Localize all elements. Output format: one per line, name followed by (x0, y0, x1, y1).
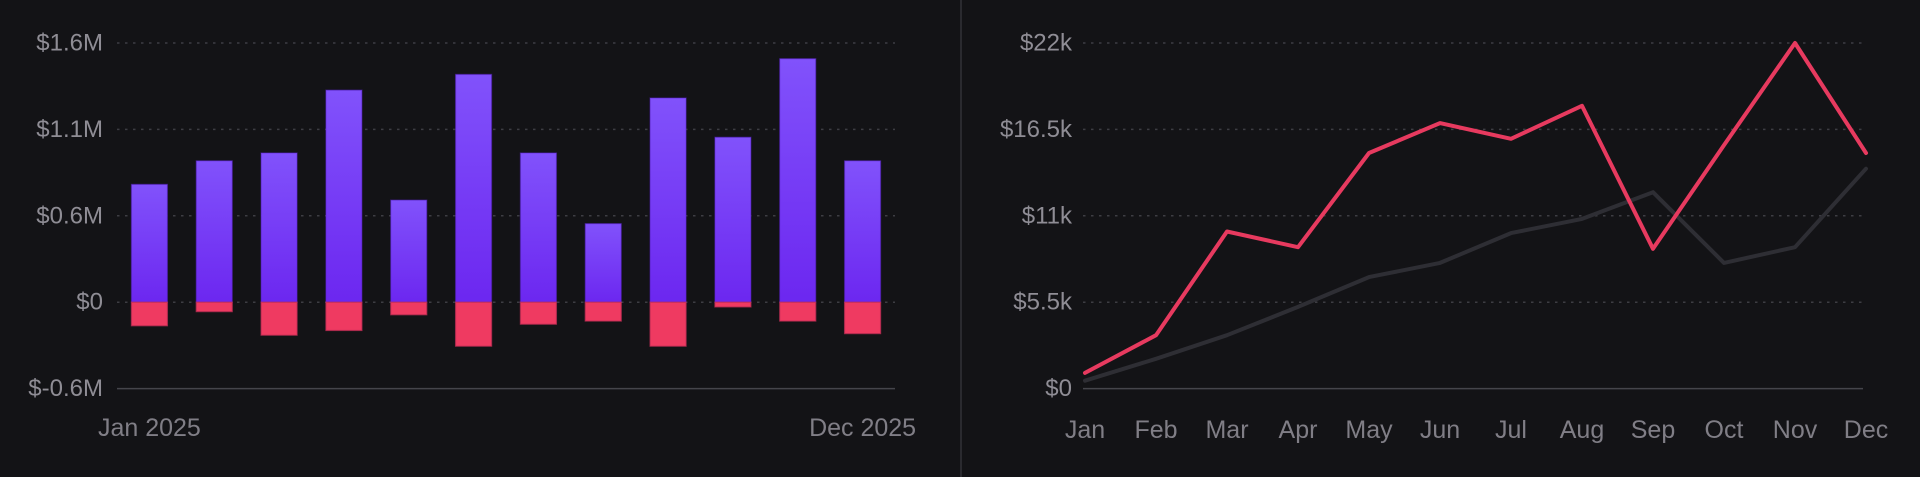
y-axis-label: $5.5k (1013, 289, 1073, 316)
bar-negative-feb-2025[interactable] (195, 301, 233, 313)
y-axis-label: $22k (1020, 30, 1073, 57)
bar-negative-jul-2025[interactable] (519, 301, 558, 325)
bar-positive-jan-2025[interactable] (130, 183, 169, 303)
bar-negative-oct-2025[interactable] (714, 301, 752, 308)
monthly-revenue-bar-chart[interactable]: $1.6M $1.1M $0.6M $0 $-0.6M Jan 2025 Dec 2025 (0, 0, 960, 477)
bar-negative-dec-2025[interactable] (843, 301, 882, 335)
bar-positive-jul-2025[interactable] (519, 152, 558, 303)
bar-chart-panel: $1.6M $1.1M $0.6M $0 $-0.6M Jan 2025 Dec 2025 (0, 0, 960, 477)
line-chart-panel: $22k $16.5k $11k $5.5k $0 Jan Feb Mar Apr May Jun J… (960, 0, 1920, 477)
monthly-trend-line-chart[interactable]: $22k $16.5k $11k $5.5k $0 Jan Feb Mar Apr May Jun J… (960, 0, 1920, 477)
bar-negative-mar-2025[interactable] (260, 301, 298, 336)
y-axis-label: $0.6M (36, 202, 103, 229)
line-series-red-line[interactable] (1083, 41, 1868, 375)
x-axis-label: Sep (1631, 416, 1675, 444)
x-axis-label: Jan 2025 (98, 414, 201, 442)
bar-negative-apr-2025[interactable] (325, 301, 363, 332)
bar-positive-aug-2025[interactable] (584, 223, 622, 303)
x-axis-label: May (1345, 416, 1393, 444)
bar-positive-dec-2025[interactable] (843, 160, 882, 303)
x-axis-label: Jun (1420, 416, 1460, 444)
bar-negative-jan-2025[interactable] (130, 301, 169, 327)
bar-positive-may-2025[interactable] (390, 199, 428, 303)
bar-positive-jun-2025[interactable] (454, 73, 493, 303)
x-axis-label: Dec 2025 (809, 414, 916, 442)
x-axis-label: Dec (1844, 416, 1888, 444)
bar-positive-nov-2025[interactable] (779, 58, 817, 303)
x-axis-label: Jul (1495, 416, 1527, 444)
x-axis-label: Apr (1279, 416, 1318, 444)
y-axis-label: $16.5k (1000, 116, 1073, 143)
x-axis-label: Aug (1560, 416, 1604, 444)
x-axis-label: Nov (1773, 416, 1818, 444)
bar-positive-feb-2025[interactable] (195, 160, 233, 303)
line-series-gray-line[interactable] (1083, 166, 1868, 383)
bar-negative-sep-2025[interactable] (649, 301, 687, 347)
x-axis-label: Jan (1065, 416, 1105, 444)
panel-divider (960, 0, 962, 477)
y-axis-label: $-0.6M (28, 375, 103, 402)
y-axis-label: $1.1M (36, 116, 103, 143)
y-axis-label: $1.6M (36, 30, 103, 57)
y-axis-label: $11k (1022, 202, 1073, 229)
bar-positive-mar-2025[interactable] (260, 152, 298, 303)
bar-positive-apr-2025[interactable] (325, 89, 363, 303)
bar-negative-aug-2025[interactable] (584, 301, 622, 322)
bar-negative-may-2025[interactable] (390, 301, 428, 316)
bar-positive-oct-2025[interactable] (714, 136, 752, 303)
bar-negative-nov-2025[interactable] (779, 301, 817, 322)
y-axis-label: $0 (76, 289, 103, 316)
bar-positive-sep-2025[interactable] (649, 97, 687, 303)
x-axis-label: Oct (1705, 416, 1744, 444)
y-axis-label: $0 (1045, 375, 1072, 402)
x-axis-label: Feb (1134, 416, 1177, 444)
x-axis-label: Mar (1205, 416, 1248, 444)
bar-negative-jun-2025[interactable] (454, 301, 493, 347)
